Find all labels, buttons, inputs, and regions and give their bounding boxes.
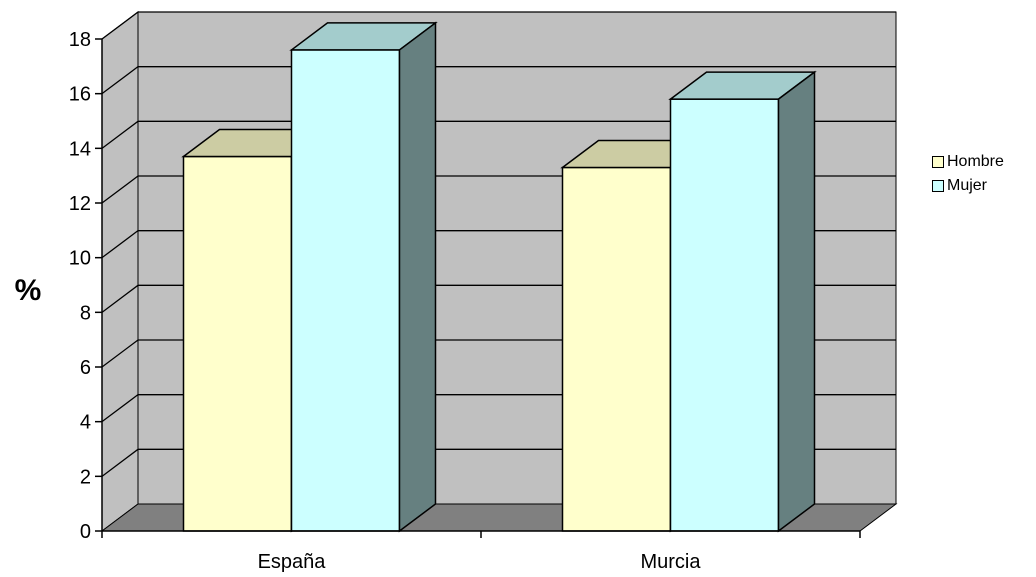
x-tick-labels: España Murcia xyxy=(258,551,702,573)
axes xyxy=(95,38,861,538)
y-tick-labels: 0 2 4 6 8 10 12 14 16 18 xyxy=(69,29,91,543)
y-tick-label: 10 xyxy=(69,248,91,270)
bar-front xyxy=(182,155,293,532)
y-tick-label: 18 xyxy=(69,29,91,51)
legend: Hombre Mujer xyxy=(932,150,1004,198)
bar-mujer-2 xyxy=(668,70,817,533)
y-tick-label: 14 xyxy=(69,138,91,160)
bar-front xyxy=(290,49,401,532)
y-axis-label: % xyxy=(15,274,42,307)
bar-side xyxy=(398,21,437,533)
x-tick-label: España xyxy=(258,551,327,573)
y-tick-label: 2 xyxy=(80,466,91,488)
legend-label-hombre: Hombre xyxy=(947,153,1004,170)
y-tick-label: 16 xyxy=(69,84,91,106)
legend-swatch-mujer xyxy=(932,180,944,192)
y-tick-label: 4 xyxy=(80,412,91,434)
legend-item-mujer: Mujer xyxy=(932,174,1004,198)
bars xyxy=(181,21,817,533)
gridline xyxy=(101,11,896,40)
bar-mujer-1 xyxy=(289,21,438,533)
y-tick-label: 12 xyxy=(69,193,91,215)
legend-label-mujer: Mujer xyxy=(947,177,988,194)
bar-side xyxy=(777,70,816,533)
legend-item-hombre: Hombre xyxy=(932,150,1004,174)
y-tick-label: 6 xyxy=(80,357,91,379)
x-tick-label: Murcia xyxy=(640,551,701,573)
y-tick-label: 8 xyxy=(80,302,91,324)
bar-front xyxy=(669,98,780,532)
gridline xyxy=(101,66,896,95)
bar-front xyxy=(561,166,672,532)
y-tick-label: 0 xyxy=(80,521,91,543)
legend-swatch-hombre xyxy=(932,156,944,168)
gridline xyxy=(101,120,896,149)
